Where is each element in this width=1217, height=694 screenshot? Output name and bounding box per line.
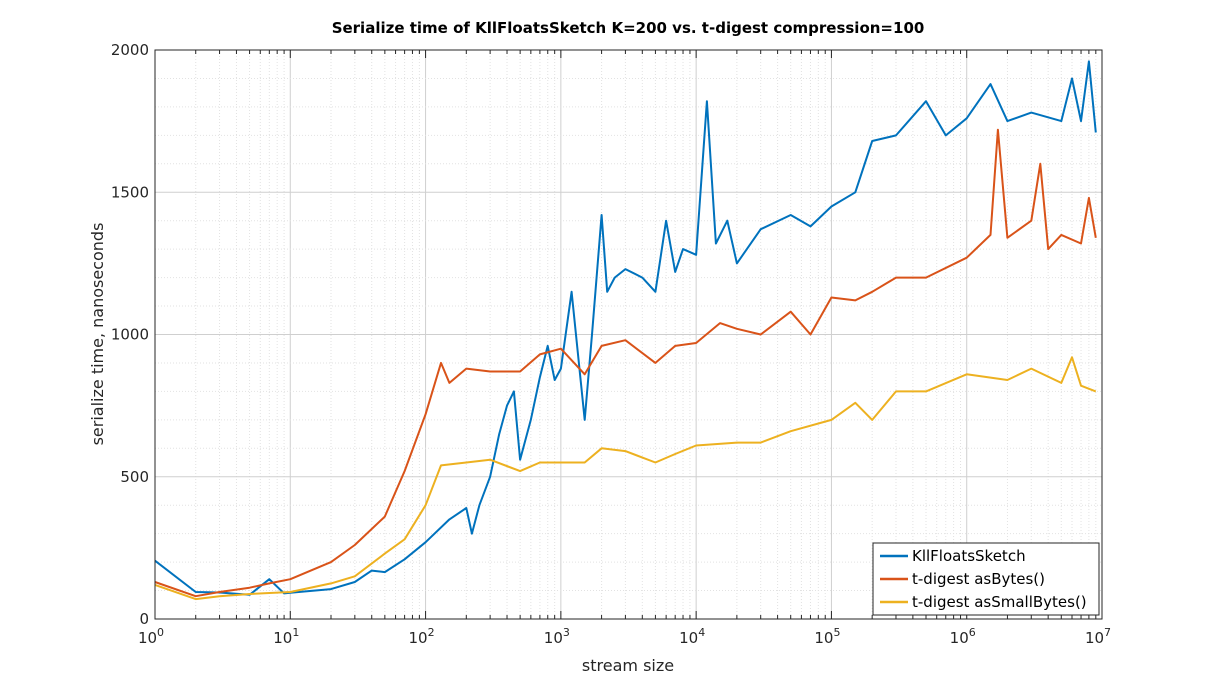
legend-label: KllFloatsSketch [912,547,1026,565]
x-tick-label: 107 [1085,626,1111,647]
legend: KllFloatsSketch t-digest asBytes() t-diges… [872,542,1100,616]
series-lines [154,60,1097,601]
y-tick-label: 0 [139,610,149,628]
series-line-0 [154,60,1097,596]
x-tick-label: 105 [814,626,840,647]
x-axis-label: stream size [582,656,674,675]
x-tick-label: 100 [138,626,164,647]
x-tick-label: 102 [409,626,435,647]
y-axis-label: serialize time, nanoseconds [88,223,107,446]
x-tick-label: 101 [273,626,299,647]
y-tick-label: 1500 [111,183,149,201]
x-tick-label: 103 [544,626,570,647]
y-tick-label: 1000 [111,326,149,344]
y-tick-label: 2000 [111,41,149,59]
legend-box [872,542,1100,616]
plot-frame [154,49,1103,620]
legend-label: t-digest asSmallBytes() [912,593,1087,611]
chart-title: Serialize time of KllFloatsSketch K=200 … [332,19,925,37]
series-line-1 [154,128,1097,598]
x-tick-label: 106 [950,626,976,647]
grid [154,49,1102,620]
y-tick-label: 500 [120,468,149,486]
x-tick-label: 104 [679,626,705,647]
legend-label: t-digest asBytes() [912,570,1045,588]
series-line-2 [154,356,1097,601]
tick-labels: 100 101 102 103 104 105 106 107 0 500 1000 1500 2000 [111,41,1111,647]
